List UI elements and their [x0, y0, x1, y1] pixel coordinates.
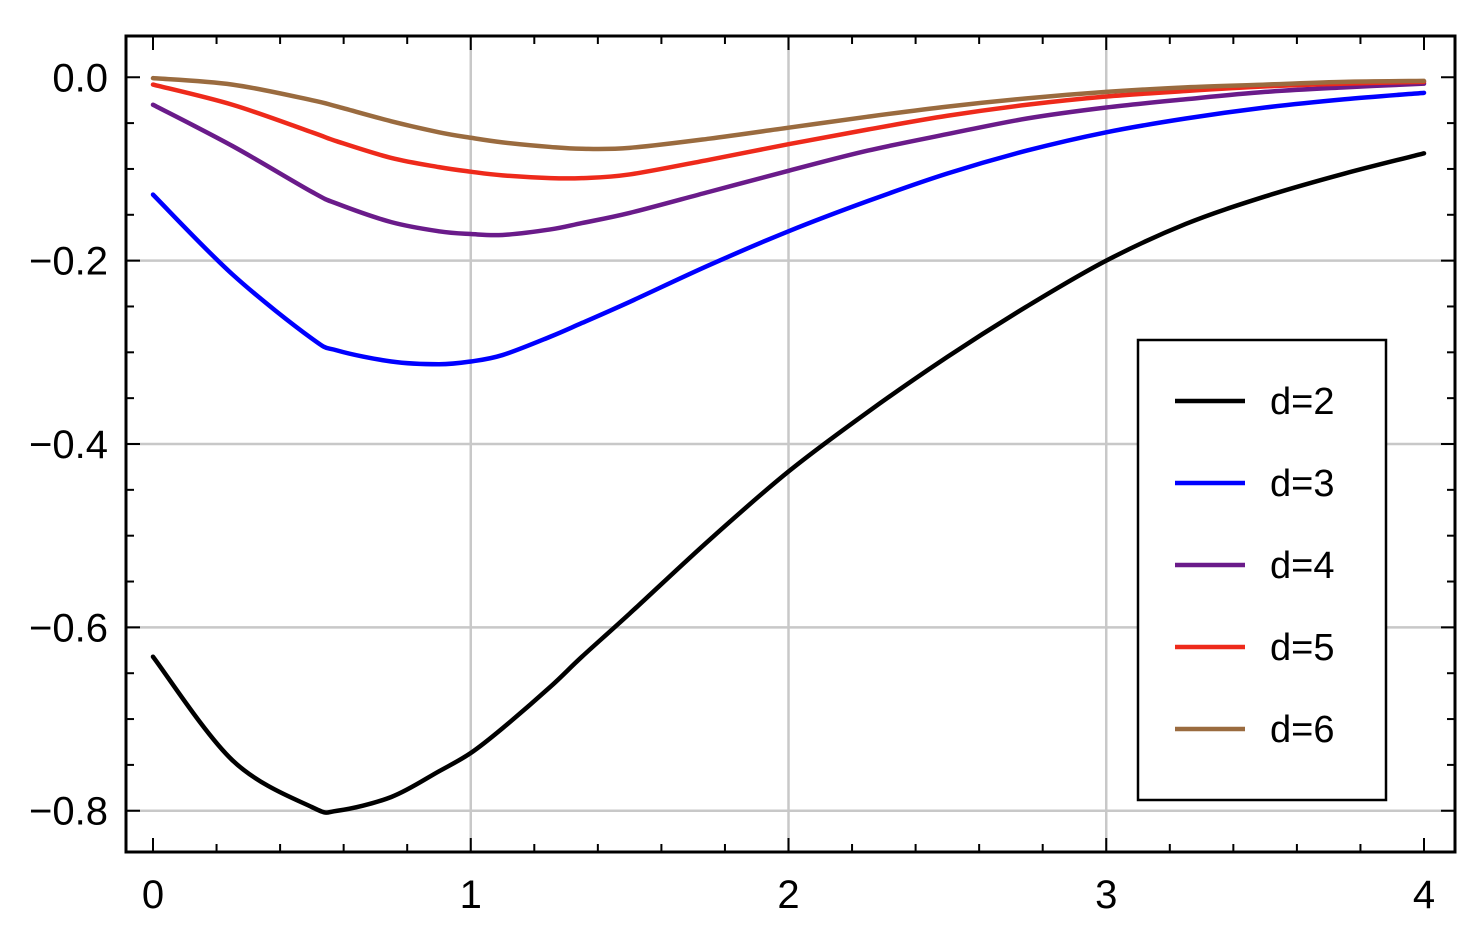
y-tick-label: −0.8 [29, 790, 108, 834]
legend-label: d=4 [1270, 545, 1334, 587]
y-axis-tick-labels: 0.0 −0.2 −0.4 −0.6 −0.8 [29, 56, 108, 833]
legend-label: d=5 [1270, 627, 1334, 669]
x-tick-label: 3 [1095, 873, 1117, 917]
x-tick-label: 0 [142, 873, 164, 917]
legend-label: d=6 [1270, 709, 1334, 751]
series-line-d6 [150, 75, 1427, 152]
y-tick-label: −0.2 [29, 240, 108, 284]
data-series [150, 75, 1427, 815]
x-tick-label: 2 [777, 873, 799, 917]
y-tick-label: −0.6 [29, 606, 108, 650]
y-tick-label: −0.4 [29, 423, 108, 467]
legend-label: d=3 [1270, 463, 1334, 505]
x-axis-tick-labels: 0 1 2 3 4 [142, 873, 1435, 917]
x-tick-label: 4 [1413, 873, 1435, 917]
series-line-d4 [150, 81, 1427, 238]
plot-frame [124, 34, 1457, 854]
y-tick-label: 0.0 [52, 56, 108, 100]
series-line-d5 [150, 79, 1427, 181]
legend-box [1136, 338, 1388, 802]
series-line-d2 [150, 151, 1427, 815]
series-line-d3 [150, 90, 1427, 367]
legend-label: d=2 [1270, 381, 1334, 423]
legend: d=2 d=3 d=4 d=5 d=6 [1136, 338, 1388, 802]
x-tick-label: 1 [460, 873, 482, 917]
